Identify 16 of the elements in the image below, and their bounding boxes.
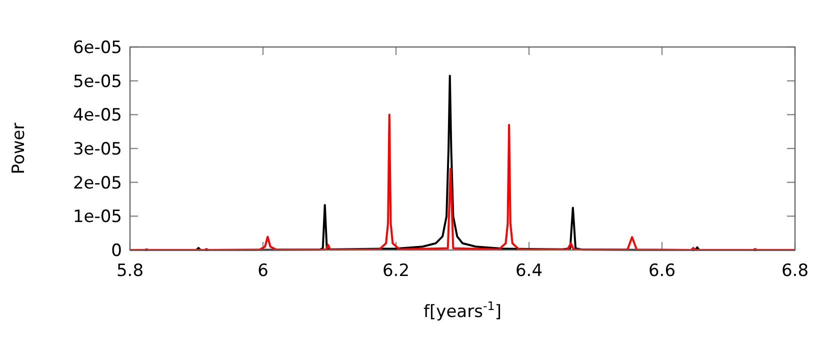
y-tick-label: 1e-05 [72, 207, 122, 228]
y-tick-label: 3e-05 [72, 140, 122, 160]
x-tick-label: 6.8 [781, 261, 809, 281]
x-tick-label: 6.2 [382, 261, 410, 281]
x-tick-label: 6 [258, 261, 268, 281]
x-axis-title: f[years$^{-1}$] [424, 299, 502, 322]
x-tick-label: 6.6 [648, 261, 676, 281]
line-series [129, 114, 796, 251]
y-tick-label: 6e-05 [72, 38, 122, 58]
y-tick-label: 2e-05 [72, 173, 122, 194]
y-axis-title: Power [9, 122, 29, 174]
y-tick-label: 4e-05 [72, 106, 122, 126]
x-tick-label: 5.8 [116, 261, 144, 281]
y-tick-label: 5e-05 [72, 72, 122, 92]
x-tick-label: 6.4 [515, 261, 543, 281]
y-tick-label: 0 [111, 241, 122, 261]
